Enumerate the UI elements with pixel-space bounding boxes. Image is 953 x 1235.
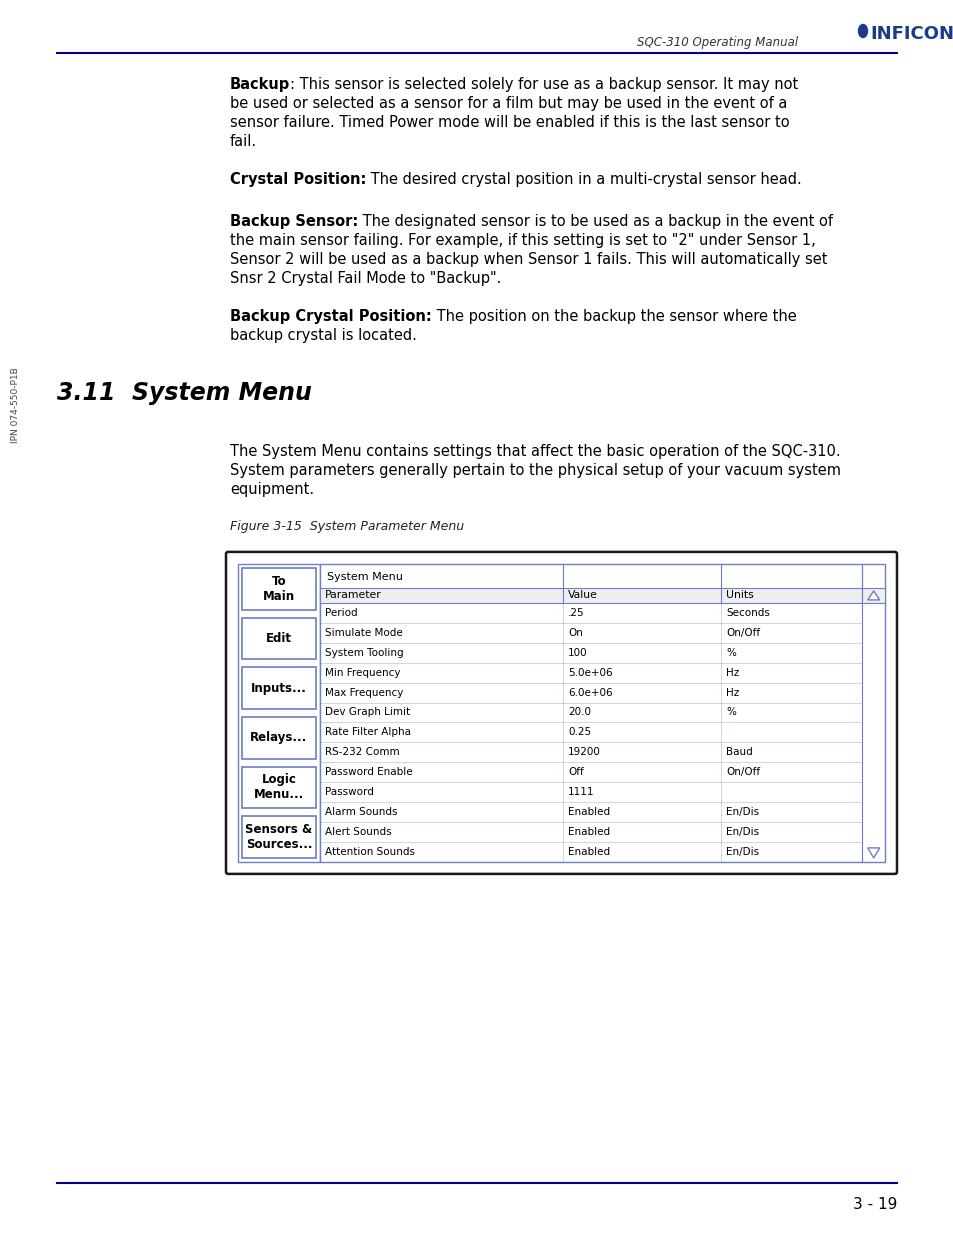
Text: Hz: Hz	[725, 668, 739, 678]
Text: To
Main: To Main	[263, 574, 294, 603]
Text: Crystal Position:: Crystal Position:	[230, 172, 366, 186]
FancyBboxPatch shape	[242, 618, 315, 659]
Text: Alarm Sounds: Alarm Sounds	[325, 808, 397, 818]
Text: the main sensor failing. For example, if this setting is set to "2" under Sensor: the main sensor failing. For example, if…	[230, 233, 815, 248]
Text: Off: Off	[567, 767, 583, 777]
Text: 3 - 19: 3 - 19	[852, 1197, 896, 1212]
Text: RS-232 Comm: RS-232 Comm	[325, 747, 399, 757]
Text: Relays...: Relays...	[250, 731, 307, 745]
Text: Sensors &
Sources...: Sensors & Sources...	[245, 823, 313, 851]
FancyBboxPatch shape	[242, 568, 315, 610]
Text: INFICON: INFICON	[869, 25, 953, 43]
Text: En/Dis: En/Dis	[725, 827, 759, 837]
Text: The System Menu contains settings that affect the basic operation of the SQC-310: The System Menu contains settings that a…	[230, 443, 840, 458]
Text: Backup: Backup	[230, 77, 290, 91]
Text: Alert Sounds: Alert Sounds	[325, 827, 392, 837]
Text: The position on the backup the sensor where the: The position on the backup the sensor wh…	[432, 309, 796, 324]
Text: 0.25: 0.25	[567, 727, 591, 737]
Text: En/Dis: En/Dis	[725, 808, 759, 818]
Polygon shape	[867, 848, 879, 858]
Text: backup crystal is located.: backup crystal is located.	[230, 327, 416, 343]
Text: Dev Graph Limit: Dev Graph Limit	[325, 708, 410, 718]
Text: Backup Crystal Position:: Backup Crystal Position:	[230, 309, 432, 324]
Text: Parameter: Parameter	[325, 590, 381, 600]
FancyBboxPatch shape	[242, 816, 315, 858]
Text: IPN 074-550-P1B: IPN 074-550-P1B	[11, 367, 20, 443]
Text: equipment.: equipment.	[230, 482, 314, 496]
Text: Snsr 2 Crystal Fail Mode to "Backup".: Snsr 2 Crystal Fail Mode to "Backup".	[230, 270, 501, 285]
Text: Figure 3-15  System Parameter Menu: Figure 3-15 System Parameter Menu	[230, 520, 464, 532]
Text: Value: Value	[567, 590, 598, 600]
Text: On/Off: On/Off	[725, 627, 760, 637]
Text: System parameters generally pertain to the physical setup of your vacuum system: System parameters generally pertain to t…	[230, 463, 841, 478]
FancyBboxPatch shape	[237, 564, 319, 862]
Text: Period: Period	[325, 608, 357, 618]
Text: The designated sensor is to be used as a backup in the event of: The designated sensor is to be used as a…	[358, 214, 832, 228]
Text: Sensor 2 will be used as a backup when Sensor 1 fails. This will automatically s: Sensor 2 will be used as a backup when S…	[230, 252, 826, 267]
FancyBboxPatch shape	[242, 716, 315, 758]
FancyBboxPatch shape	[319, 588, 884, 603]
Text: Units: Units	[725, 590, 753, 600]
Text: Attention Sounds: Attention Sounds	[325, 847, 415, 857]
Text: System Tooling: System Tooling	[325, 647, 403, 658]
Text: %: %	[725, 647, 736, 658]
Text: 1111: 1111	[567, 787, 594, 797]
Text: SQC-310 Operating Manual: SQC-310 Operating Manual	[637, 36, 798, 49]
Text: 100: 100	[567, 647, 587, 658]
Text: Hz: Hz	[725, 688, 739, 698]
Text: .25: .25	[567, 608, 584, 618]
Text: Baud: Baud	[725, 747, 752, 757]
Text: System Menu: System Menu	[327, 572, 402, 582]
Text: Seconds: Seconds	[725, 608, 769, 618]
Text: En/Dis: En/Dis	[725, 847, 759, 857]
Text: Edit: Edit	[266, 632, 292, 645]
FancyBboxPatch shape	[319, 564, 884, 862]
FancyBboxPatch shape	[242, 767, 315, 808]
Polygon shape	[867, 590, 879, 600]
Text: Enabled: Enabled	[567, 808, 609, 818]
Text: %: %	[725, 708, 736, 718]
Text: fail.: fail.	[230, 135, 257, 149]
Text: 19200: 19200	[567, 747, 600, 757]
Text: 3.11  System Menu: 3.11 System Menu	[57, 382, 312, 405]
Text: Rate Filter Alpha: Rate Filter Alpha	[325, 727, 411, 737]
Text: On: On	[567, 627, 582, 637]
Text: Password: Password	[325, 787, 374, 797]
Text: : This sensor is selected solely for use as a backup sensor. It may not: : This sensor is selected solely for use…	[290, 77, 798, 91]
FancyBboxPatch shape	[226, 552, 896, 874]
Text: Enabled: Enabled	[567, 827, 609, 837]
Text: Inputs...: Inputs...	[251, 682, 307, 694]
Text: Backup Sensor:: Backup Sensor:	[230, 214, 358, 228]
Text: be used or selected as a sensor for a film but may be used in the event of a: be used or selected as a sensor for a fi…	[230, 96, 786, 111]
Text: On/Off: On/Off	[725, 767, 760, 777]
Ellipse shape	[858, 25, 866, 37]
Text: 20.0: 20.0	[567, 708, 590, 718]
Text: Password Enable: Password Enable	[325, 767, 413, 777]
Text: The desired crystal position in a multi-crystal sensor head.: The desired crystal position in a multi-…	[366, 172, 801, 186]
Text: sensor failure. Timed Power mode will be enabled if this is the last sensor to: sensor failure. Timed Power mode will be…	[230, 115, 789, 130]
Text: Max Frequency: Max Frequency	[325, 688, 403, 698]
FancyBboxPatch shape	[242, 667, 315, 709]
Text: Enabled: Enabled	[567, 847, 609, 857]
Text: 5.0e+06: 5.0e+06	[567, 668, 612, 678]
Text: 6.0e+06: 6.0e+06	[567, 688, 612, 698]
Text: Min Frequency: Min Frequency	[325, 668, 400, 678]
Text: Logic
Menu...: Logic Menu...	[253, 773, 304, 802]
Text: Simulate Mode: Simulate Mode	[325, 627, 402, 637]
